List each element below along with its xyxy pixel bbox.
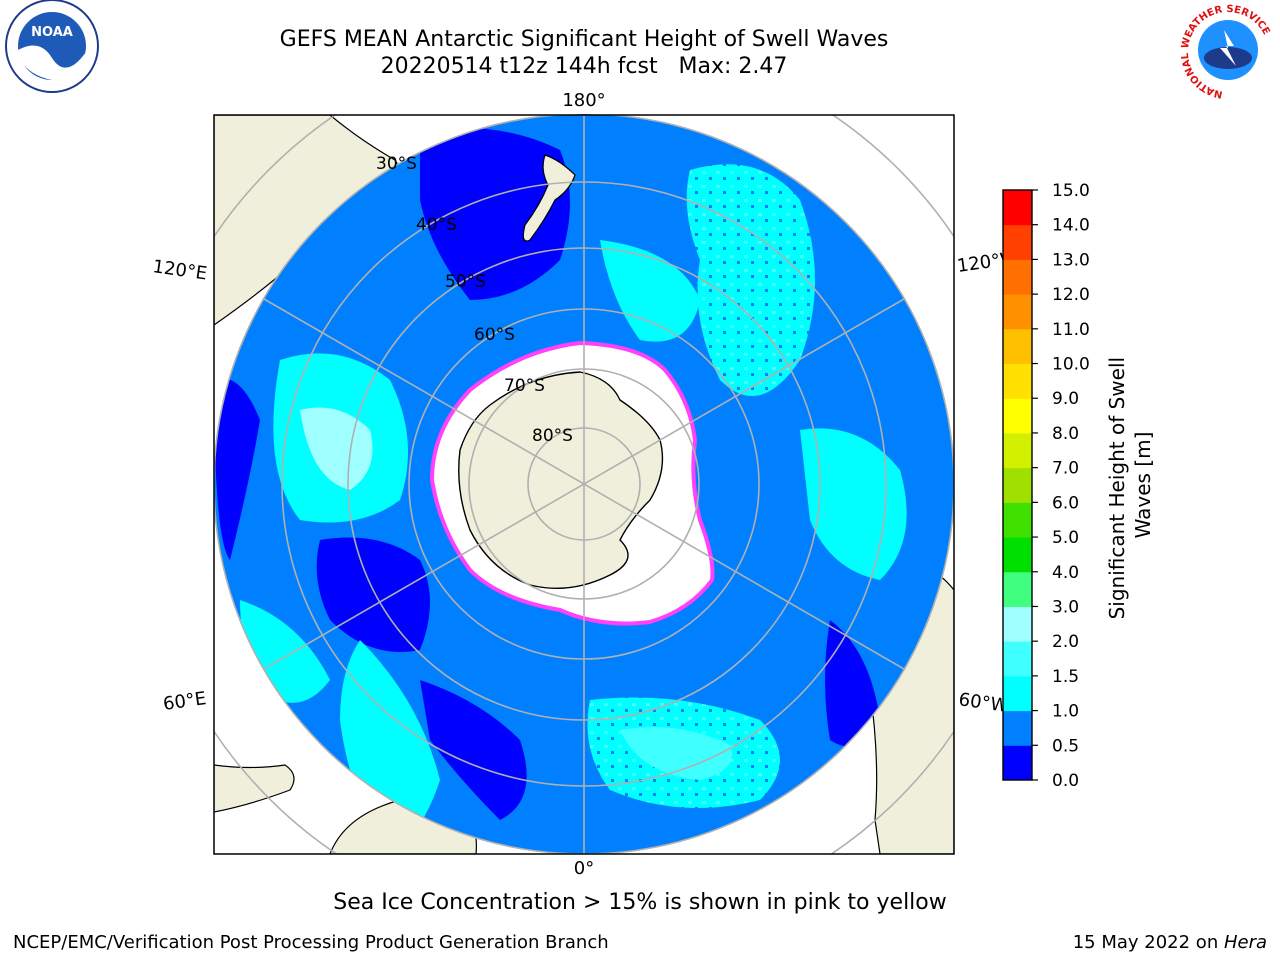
colorbar-tick-label: 15.0 bbox=[1052, 181, 1090, 201]
lon-label-60w: 60°W bbox=[957, 689, 1009, 717]
nws-logo: NATIONAL WEATHER SERVICE bbox=[1180, 4, 1272, 100]
colorbar-segment bbox=[1003, 294, 1032, 330]
colorbar-tick-label: 0.0 bbox=[1052, 771, 1079, 791]
colorbar-tick-label: 1.0 bbox=[1052, 702, 1079, 722]
colorbar-segment bbox=[1003, 675, 1032, 712]
colorbar-segment bbox=[1003, 571, 1032, 607]
lat-label-50s: 50°S bbox=[445, 272, 486, 292]
colorbar-tick-label: 0.5 bbox=[1052, 736, 1079, 756]
colorbar-tick-label: 1.5 bbox=[1052, 667, 1079, 687]
colorbar-segment bbox=[1003, 710, 1032, 746]
colorbar-frame bbox=[1002, 189, 1033, 781]
colorbar-tick-label: 10.0 bbox=[1052, 355, 1090, 375]
colorbar-segment bbox=[1003, 398, 1032, 434]
noaa-logo: NOAA bbox=[5, 0, 99, 93]
colorbar-tick-label: 11.0 bbox=[1052, 320, 1090, 340]
colorbar-segment bbox=[1003, 363, 1032, 399]
antarctica-land bbox=[458, 371, 664, 589]
lat-label-40s: 40°S bbox=[416, 215, 457, 235]
lat-label-60s: 60°S bbox=[474, 325, 515, 345]
footer-host: Hera bbox=[1223, 932, 1267, 953]
new-zealand-land bbox=[522, 154, 576, 242]
colorbar: 0.0 0.5 1.0 1.5 2.0 3.0 4.0 5.0 6.0 7.0 8.0 9.0 10.0… bbox=[1002, 181, 1090, 791]
lon-label-180: 180° bbox=[562, 90, 605, 111]
colorbar-tick-label: 5.0 bbox=[1052, 528, 1079, 548]
colorbar-segment bbox=[1003, 641, 1032, 677]
colorbar-tick-label: 12.0 bbox=[1052, 285, 1090, 305]
lat-label-30s: 30°S bbox=[376, 154, 417, 174]
colorbar-tick-label: 14.0 bbox=[1052, 216, 1090, 236]
colorbar-tick-label: 3.0 bbox=[1052, 597, 1079, 617]
colorbar-title: Significant Height of Swell Waves [m] bbox=[1105, 351, 1155, 620]
colorbar-tick-label: 9.0 bbox=[1052, 389, 1079, 409]
colorbar-segment bbox=[1003, 502, 1032, 538]
lon-label-0: 0° bbox=[574, 858, 594, 879]
lon-label-120e: 120°E bbox=[151, 256, 208, 284]
colorbar-segment bbox=[1003, 190, 1032, 226]
colorbar-title-line1: Significant Height of Swell bbox=[1105, 357, 1129, 619]
colorbar-tick-label: 2.0 bbox=[1052, 632, 1079, 652]
lon-label-60e: 60°E bbox=[162, 688, 208, 715]
footer-date: 15 May 2022 on Hera bbox=[1073, 932, 1267, 953]
graticule bbox=[214, 115, 954, 854]
colorbar-tick-label: 4.0 bbox=[1052, 563, 1079, 583]
antarctica-group bbox=[429, 340, 715, 626]
colorbar-title-line2: Waves [m] bbox=[1131, 432, 1155, 539]
colorbar-segment bbox=[1003, 606, 1032, 642]
colorbar-segment bbox=[1003, 745, 1032, 781]
colorbar-segment bbox=[1003, 432, 1032, 469]
colorbar-tick-label: 6.0 bbox=[1052, 493, 1079, 513]
colorbar-tick-label: 13.0 bbox=[1052, 250, 1090, 270]
colorbar-segment bbox=[1003, 537, 1032, 573]
colorbar-segment bbox=[1003, 224, 1032, 260]
colorbar-segment bbox=[1003, 259, 1032, 295]
colorbar-tick-label: 7.0 bbox=[1052, 459, 1079, 479]
colorbar-tick-label: 8.0 bbox=[1052, 424, 1079, 444]
lat-label-80s: 80°S bbox=[532, 426, 573, 446]
colorbar-segment bbox=[1003, 328, 1032, 365]
chart-title-line2: 20220514 t12z 144h fcst Max: 2.47 bbox=[380, 54, 788, 79]
footer-date-text: 15 May 2022 on bbox=[1072, 932, 1224, 953]
ice-caption: Sea Ice Concentration > 15% is shown in … bbox=[333, 890, 947, 915]
colorbar-segment bbox=[1003, 467, 1032, 503]
noaa-logo-text: NOAA bbox=[31, 25, 73, 40]
footer-credit: NCEP/EMC/Verification Post Processing Pr… bbox=[13, 932, 609, 953]
chart-title-line1: GEFS MEAN Antarctic Significant Height o… bbox=[279, 27, 889, 52]
lat-label-70s: 70°S bbox=[504, 376, 545, 396]
map-frame bbox=[213, 114, 955, 855]
